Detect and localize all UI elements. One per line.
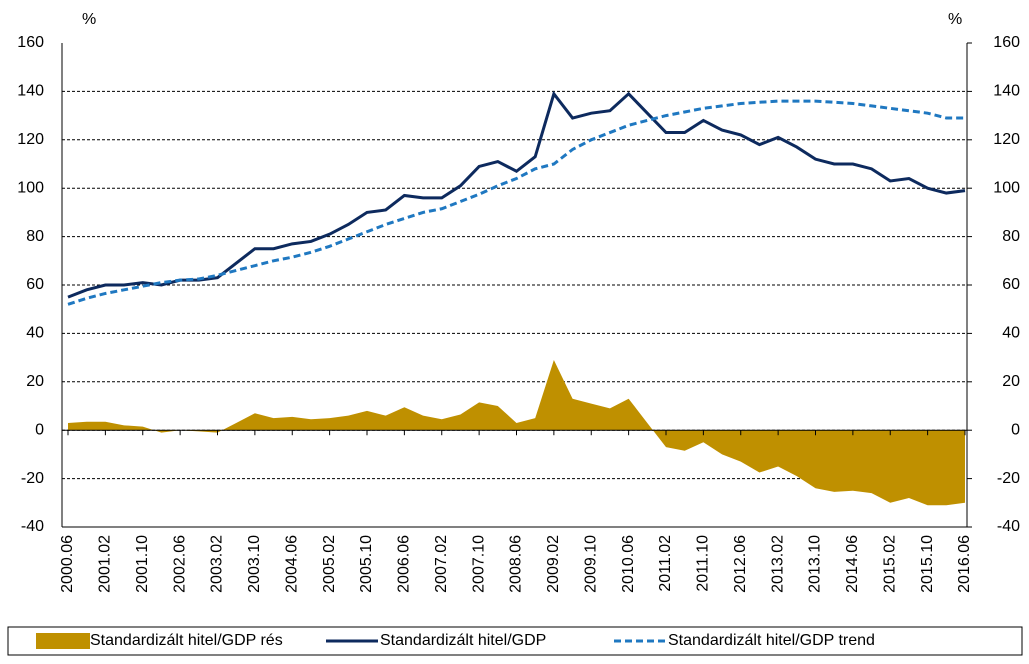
trend-line: [67, 99, 965, 306]
x-tick-label: 2011.10: [695, 535, 712, 592]
y2-tick-label: 100: [993, 179, 1020, 196]
x-tick-label: 2003.10: [246, 535, 263, 593]
y2-tick-label: 40: [1002, 325, 1020, 342]
x-tick-label: 2013.02: [769, 535, 786, 593]
x-tick-label: 2011.02: [657, 535, 674, 592]
legend-box: [7, 626, 1023, 656]
x-tick-label: 2012.06: [732, 535, 749, 593]
y2-tick-label: 120: [993, 131, 1020, 148]
legend-label: Standardizált hitel/GDP rés: [90, 632, 283, 649]
x-tick-label: 2016.06: [956, 535, 973, 593]
x-tick-label: 2009.10: [582, 535, 599, 593]
x-tick-label: 2004.06: [283, 535, 300, 593]
y-tick-label: 140: [17, 83, 44, 100]
y-tick-label: 0: [35, 421, 44, 438]
gap-area: [68, 360, 965, 506]
y-tick-label: 120: [17, 131, 44, 148]
x-tick-label: 2003.02: [209, 535, 226, 593]
x-tick-label: 2006.06: [396, 535, 413, 593]
y-axis-label: %: [82, 11, 96, 28]
x-tick-label: 2007.02: [433, 535, 450, 593]
legend-swatch: [36, 633, 90, 649]
legend-label: Standardizált hitel/GDP trend: [668, 632, 875, 649]
x-tick-label: 2013.10: [807, 535, 824, 593]
y-tick-label: -20: [21, 470, 44, 487]
x-tick-label: 2001.02: [97, 535, 114, 593]
y2-tick-label: 80: [1002, 228, 1020, 245]
x-tick-label: 2002.06: [171, 535, 188, 593]
y2-tick-label: -20: [997, 470, 1020, 487]
y2-axis-label: %: [948, 11, 962, 28]
y2-tick-label: 140: [993, 83, 1020, 100]
x-tick-label: 2001.10: [134, 535, 151, 593]
x-tick-label: 2015.10: [919, 535, 936, 593]
y-tick-label: -40: [21, 518, 44, 535]
x-tick-label: 2009.02: [545, 535, 562, 593]
x-tick-label: 2010.06: [620, 535, 637, 593]
x-tick-label: 2005.02: [321, 535, 338, 593]
x-tick-label: 2008.06: [508, 535, 525, 593]
ratio-line: [67, 90, 966, 299]
x-tick-label: 2014.06: [844, 535, 861, 593]
y2-tick-label: 20: [1002, 373, 1020, 390]
x-tick-label: 2000.06: [59, 535, 76, 593]
x-tick-label: 2007.10: [470, 535, 487, 593]
y2-tick-label: 160: [993, 34, 1020, 51]
y-tick-label: 100: [17, 179, 44, 196]
x-tick-label: 2005.10: [358, 535, 375, 593]
y2-tick-label: -40: [997, 518, 1020, 535]
y-tick-label: 60: [26, 276, 44, 293]
y-tick-label: 20: [26, 373, 44, 390]
legend-label: Standardizált hitel/GDP: [380, 632, 546, 649]
y-tick-label: 40: [26, 325, 44, 342]
y-tick-label: 80: [26, 228, 44, 245]
y2-tick-label: 60: [1002, 276, 1020, 293]
x-tick-label: 2015.02: [881, 535, 898, 593]
y2-tick-label: 0: [1011, 421, 1020, 438]
y-tick-label: 160: [17, 34, 44, 51]
